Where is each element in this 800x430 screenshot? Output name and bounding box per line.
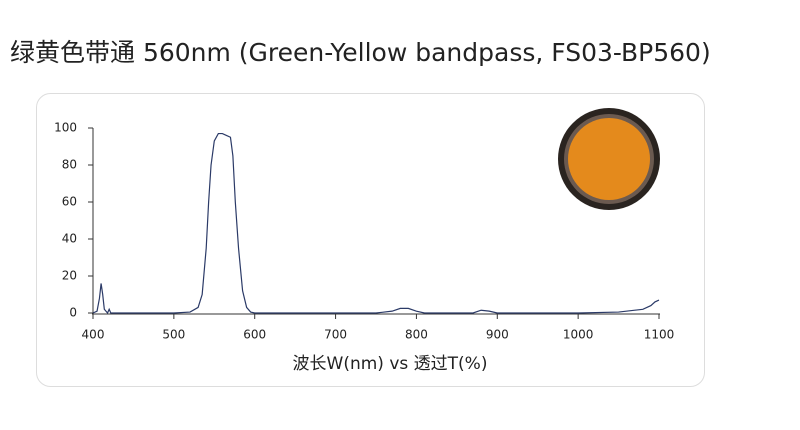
chart-title: 绿黄色带通 560nm (Green-Yellow bandpass, FS03… <box>10 38 711 67</box>
y-tick-label: 40 <box>62 232 77 246</box>
x-tick-label: 400 <box>82 328 105 342</box>
y-tick-label: 0 <box>69 306 77 320</box>
x-tick-label: 500 <box>162 328 185 342</box>
filter-image <box>558 108 660 210</box>
x-tick-label: 600 <box>243 328 266 342</box>
x-tick-label: 1000 <box>563 328 594 342</box>
x-axis-label: 波长W(nm) vs 透过T(%) <box>293 354 488 374</box>
x-tick-label: 700 <box>324 328 347 342</box>
y-tick-label: 100 <box>54 121 77 135</box>
x-tick-label: 900 <box>486 328 509 342</box>
y-tick-label: 60 <box>62 195 77 209</box>
x-tick-label: 1100 <box>644 328 675 342</box>
y-tick-label: 20 <box>62 269 77 283</box>
data-line <box>92 132 660 315</box>
chart-frame <box>36 93 705 387</box>
x-tick-label: 800 <box>405 328 428 342</box>
y-tick-label: 80 <box>62 158 77 172</box>
